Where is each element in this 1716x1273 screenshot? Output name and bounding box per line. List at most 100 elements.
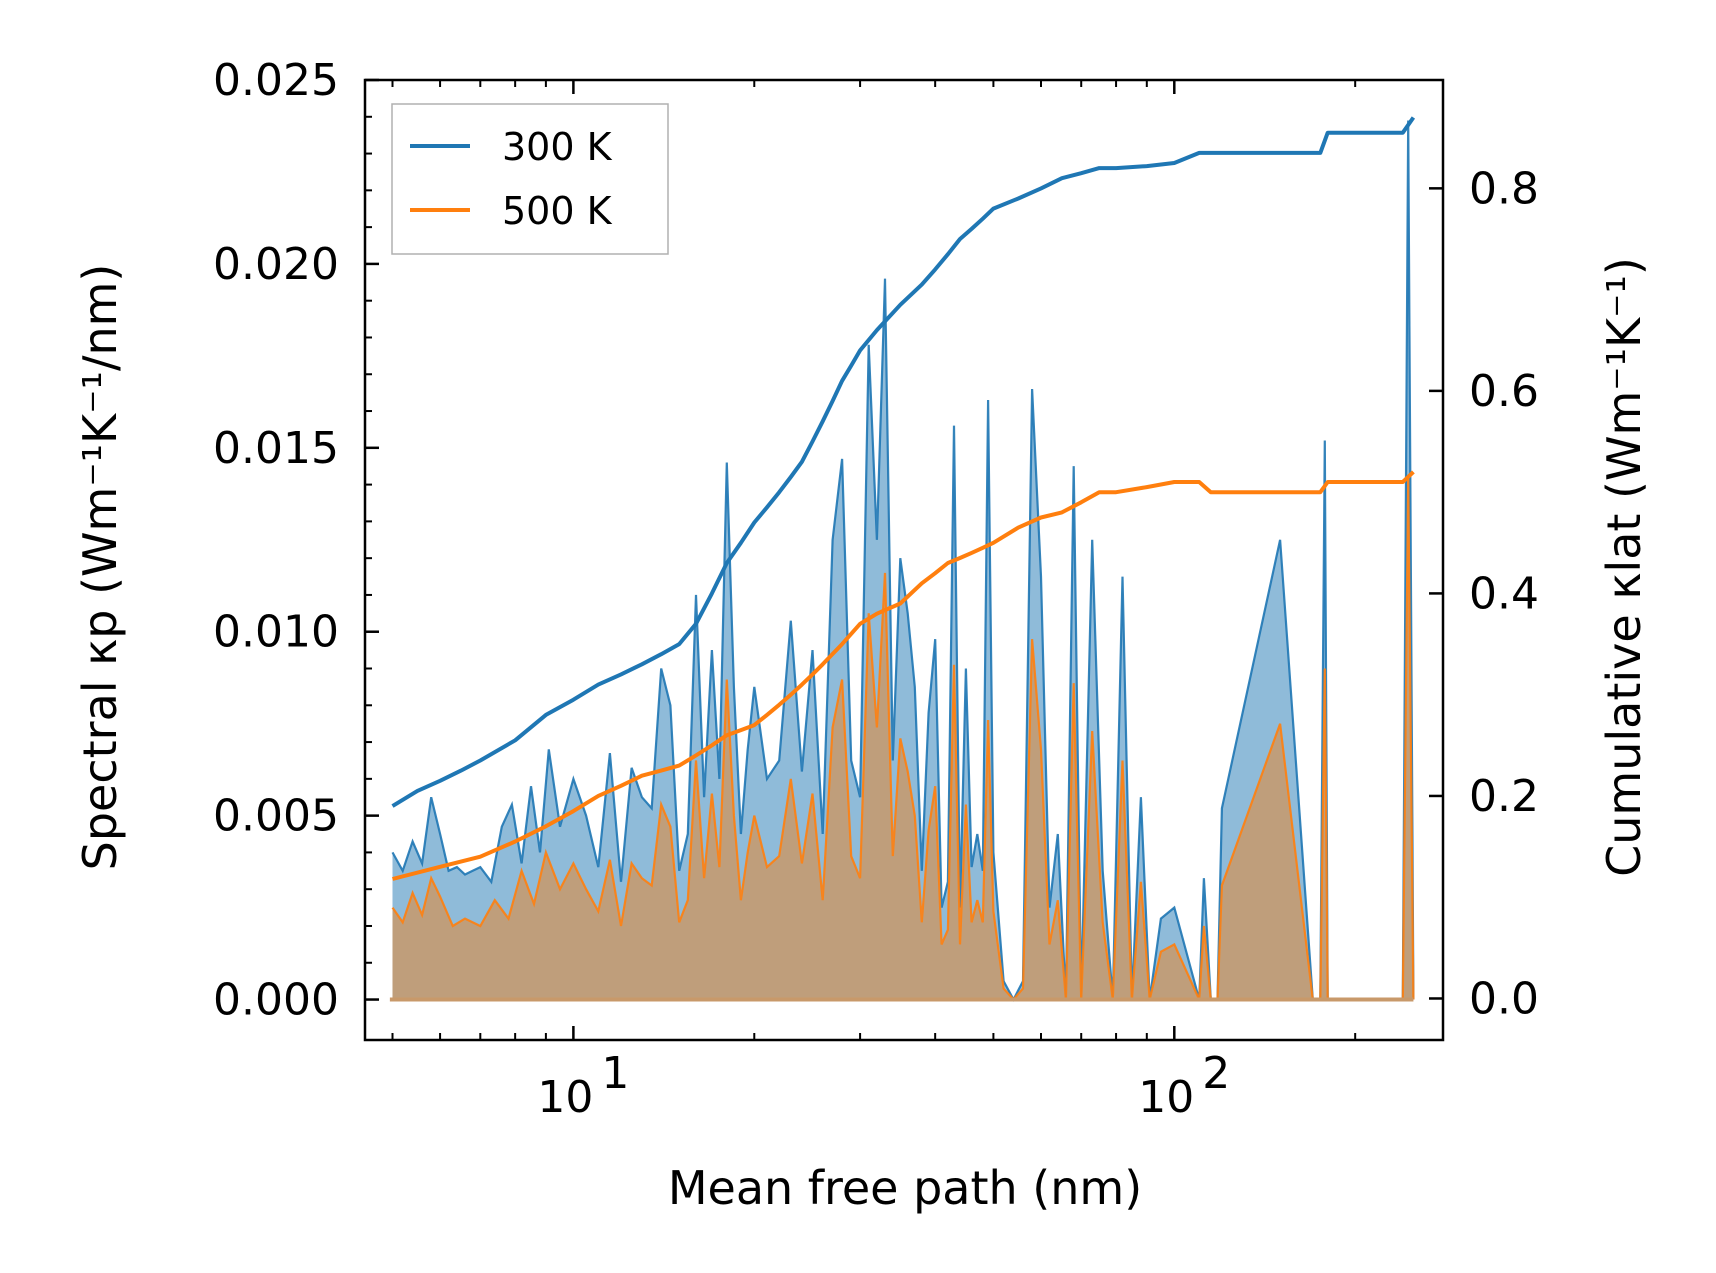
spectral-point-300k — [620, 881, 621, 882]
spectral-point-500k — [921, 922, 922, 923]
spectral-point-300k — [1073, 466, 1074, 467]
spectral-point-300k — [740, 833, 741, 834]
spectral-point-500k — [1022, 988, 1023, 989]
spectral-point-300k — [779, 760, 780, 761]
cumulative-line-500k — [392, 470, 1415, 881]
y-right-tick-label: 0.4 — [1469, 568, 1539, 619]
spectral-point-300k — [412, 841, 413, 842]
spectral-point-300k — [1049, 907, 1050, 908]
spectral-point-500k — [711, 793, 712, 794]
spectral-point-300k — [801, 771, 802, 772]
spectral-point-500k — [719, 867, 720, 868]
spectral-point-500k — [947, 929, 948, 930]
spectral-point-300k — [1140, 797, 1141, 798]
spectral-point-300k — [790, 620, 791, 621]
cumulative-line-300k — [391, 116, 1416, 808]
spectral-point-500k — [679, 922, 680, 923]
y-left-tick-label: 0.000 — [213, 975, 339, 1026]
spectral-point-500k — [884, 572, 885, 573]
spectral-point-300k — [609, 753, 610, 754]
spectral-point-500k — [953, 664, 954, 665]
spectral-point-300k — [1092, 539, 1093, 540]
spectral-point-300k — [884, 278, 885, 279]
spectral-point-300k — [491, 881, 492, 882]
spectral-point-300k — [1160, 918, 1161, 919]
spectral-point-300k — [733, 686, 734, 687]
spectral-point-300k — [711, 650, 712, 651]
spectral-point-300k — [812, 650, 813, 651]
spectral-point-500k — [422, 914, 423, 915]
plot-frame — [363, 78, 1445, 1042]
spectral-point-500k — [704, 878, 705, 879]
spectral-point-300k — [704, 797, 705, 798]
spectral-point-300k — [868, 344, 869, 345]
spectral-point-300k — [598, 867, 599, 868]
spectral-point-300k — [1221, 808, 1222, 809]
spectral-point-500k — [812, 793, 813, 794]
spectral-point-500k — [431, 878, 432, 879]
spectral-point-500k — [452, 925, 453, 926]
y-left-tick-label: 0.005 — [213, 791, 339, 842]
spectral-point-300k — [501, 826, 502, 827]
spectral-point-300k — [766, 778, 767, 779]
spectral-point-300k — [448, 870, 449, 871]
spectral-point-500k — [842, 679, 843, 680]
legend-label-300k: 300 K — [502, 125, 613, 169]
spectral-point-500k — [1280, 723, 1281, 724]
y-left-tick-label: 0.025 — [213, 55, 339, 106]
spectral-point-500k — [876, 727, 877, 728]
spectral-point-500k — [392, 907, 393, 908]
y-right-tick-label: 0.2 — [1469, 771, 1539, 822]
spectral-point-300k — [464, 874, 465, 875]
x-tick-label: 10 — [537, 1072, 593, 1123]
spectral-point-500k — [1203, 925, 1204, 926]
spectral-point-500k — [1040, 749, 1041, 750]
spectral-point-300k — [719, 778, 720, 779]
spectral-point-500k — [412, 892, 413, 893]
spectral-point-500k — [494, 900, 495, 901]
spectral-point-300k — [1174, 907, 1175, 908]
spectral-point-300k — [480, 867, 481, 868]
spectral-point-500k — [941, 944, 942, 945]
spectral-point-300k — [900, 558, 901, 559]
spectral-point-300k — [402, 870, 403, 871]
spectral-point-500k — [521, 870, 522, 871]
spectral-point-300k — [456, 867, 457, 868]
spectral-point-500k — [868, 613, 869, 614]
spectral-point-500k — [754, 815, 755, 816]
spectral-point-500k — [982, 922, 983, 923]
spectral-point-300k — [670, 705, 671, 706]
spectral-point-500k — [832, 727, 833, 728]
spectral-point-300k — [631, 767, 632, 768]
spectral-point-500k — [573, 863, 574, 864]
spectral-point-500k — [822, 900, 823, 901]
spectral-point-500k — [1102, 922, 1103, 923]
spectral-point-500k — [988, 719, 989, 720]
spectral-point-300k — [726, 462, 727, 463]
spectral-point-300k — [822, 833, 823, 834]
spectral-point-500k — [402, 922, 403, 923]
spectral-point-500k — [928, 830, 929, 831]
spectral-point-500k — [1092, 730, 1093, 731]
spectral-point-300k — [539, 852, 540, 853]
spectral-point-500k — [670, 826, 671, 827]
spectral-point-300k — [641, 797, 642, 798]
spectral-point-300k — [935, 639, 936, 640]
y-axis-right-label: Cumulative κlat (Wm⁻¹K⁻¹) — [1597, 257, 1651, 877]
spectral-point-300k — [851, 760, 852, 761]
spectral-point-300k — [892, 760, 893, 761]
spectral-fills — [389, 120, 1415, 1002]
spectral-point-500k — [993, 911, 994, 912]
y-left-tick-label: 0.010 — [213, 607, 339, 658]
spectral-point-300k — [548, 749, 549, 750]
spectral-point-500k — [1122, 760, 1123, 761]
spectral-point-500k — [651, 885, 652, 886]
spectral-point-300k — [907, 613, 908, 614]
spectral-point-500k — [508, 918, 509, 919]
spectral-point-500k — [971, 922, 972, 923]
spectral-point-300k — [965, 668, 966, 669]
spectral-point-500k — [851, 856, 852, 857]
spectral-point-300k — [921, 870, 922, 871]
spectral-point-300k — [651, 808, 652, 809]
